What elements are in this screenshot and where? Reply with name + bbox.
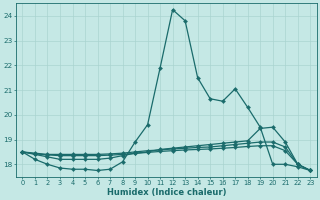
X-axis label: Humidex (Indice chaleur): Humidex (Indice chaleur) [107, 188, 226, 197]
